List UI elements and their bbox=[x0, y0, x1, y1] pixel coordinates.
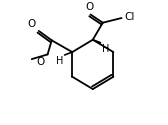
Text: H: H bbox=[102, 44, 109, 54]
Text: O: O bbox=[36, 57, 45, 67]
Text: O: O bbox=[85, 2, 93, 12]
Text: H: H bbox=[56, 56, 64, 66]
Text: Cl: Cl bbox=[124, 12, 135, 22]
Text: O: O bbox=[28, 19, 36, 29]
